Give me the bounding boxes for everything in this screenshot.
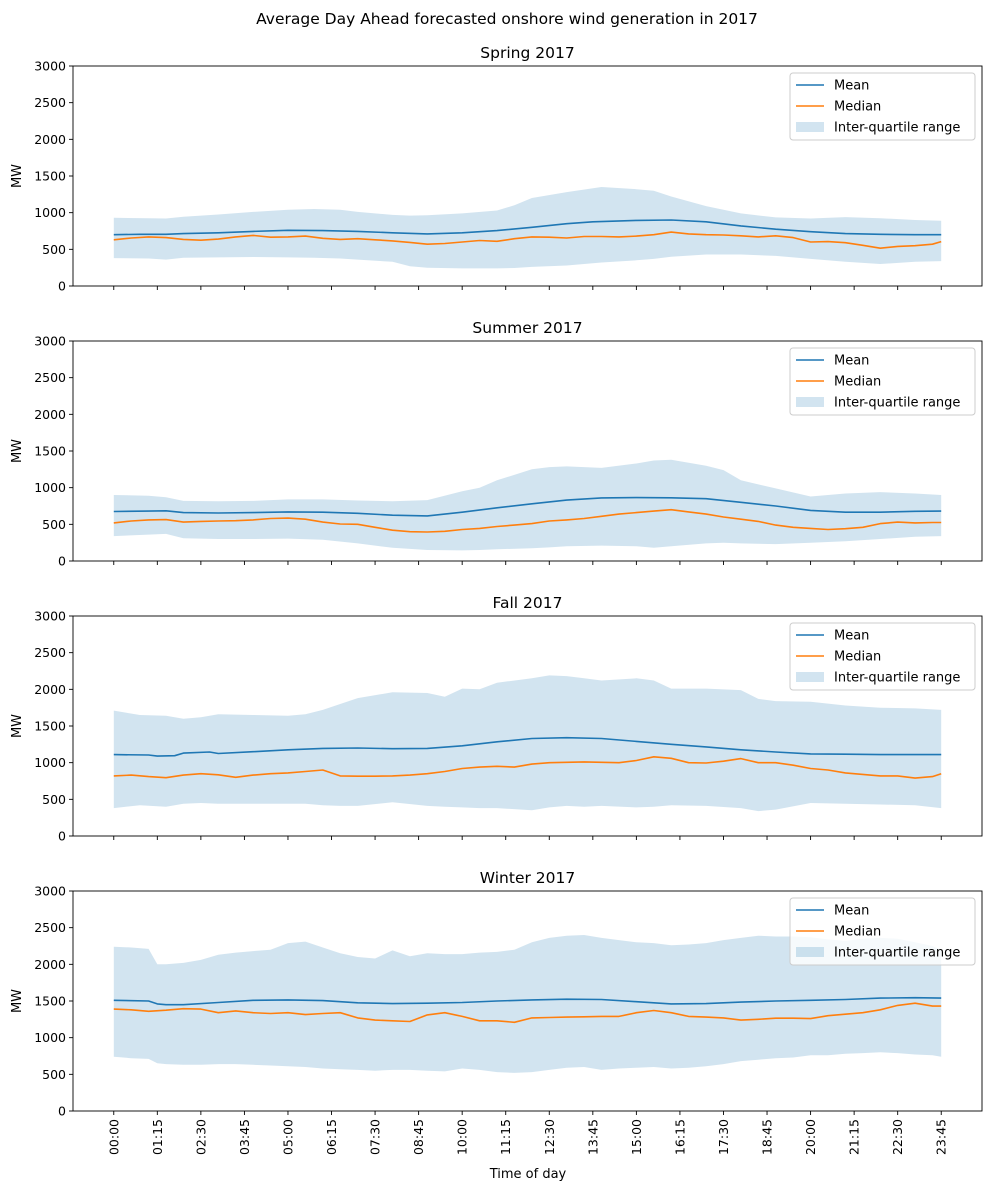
y-tick-label: 1000: [34, 205, 66, 220]
y-tick-label: 3000: [34, 884, 66, 899]
x-tick-label: 23:45: [934, 1119, 949, 1155]
median-line: [113, 231, 942, 249]
y-axis-label: MW: [10, 439, 25, 463]
x-tick-label: 11:15: [498, 1119, 513, 1155]
x-tick-label: 16:15: [672, 1119, 687, 1155]
x-tick-label: 03:45: [237, 1119, 252, 1155]
y-tick-label: 2500: [34, 920, 66, 935]
legend-label: Mean: [834, 904, 869, 919]
y-tick-label: 1500: [34, 444, 66, 459]
legend-label: Median: [834, 100, 881, 115]
x-tick-label: 18:45: [760, 1119, 775, 1155]
legend-label: Mean: [834, 354, 869, 369]
subplot-summer: Summer 2017 MW 0 500 1000 1500 2000 2500 3000 Mea…: [10, 319, 983, 569]
legend: Mean Median Inter-quartile range: [789, 347, 976, 416]
y-axis-label: MW: [10, 714, 25, 738]
y-tick-label: 500: [42, 1067, 66, 1082]
y-tick-label: 2000: [34, 682, 66, 697]
x-tick-label: 05:00: [281, 1119, 296, 1155]
legend-label: Mean: [834, 629, 869, 644]
y-axis-label: MW: [10, 989, 25, 1013]
mean-line: [113, 736, 942, 757]
x-tick-label: 12:30: [542, 1119, 557, 1155]
mean-line: [113, 996, 942, 1006]
median-line: [113, 508, 942, 533]
y-tick-label: 1000: [34, 755, 66, 770]
legend: Mean Median Inter-quartile range: [789, 72, 976, 141]
median-line: [113, 755, 942, 779]
x-tick-label: 13:45: [585, 1119, 600, 1155]
subplot-spring: Spring 2017 MW 0 500 1000 1500 2000 2500 3000 Mea…: [10, 44, 983, 294]
y-tick-label: 1500: [34, 719, 66, 734]
y-tick-label: 2500: [34, 645, 66, 660]
x-tick-label: 00:00: [106, 1119, 121, 1155]
x-tick-label: 17:30: [716, 1119, 731, 1155]
legend-label: Median: [834, 375, 881, 390]
y-tick-label: 1500: [34, 169, 66, 184]
x-axis-label: Time of day: [489, 1167, 567, 1182]
legend-box: [789, 72, 976, 141]
subplots: Spring 2017 MW 0 500 1000 1500 2000 2500 3000 Mea…: [10, 44, 983, 1155]
x-tick-label: 01:15: [150, 1119, 165, 1155]
x-tick-label: 02:30: [193, 1119, 208, 1155]
x-tick-label: 06:15: [324, 1119, 339, 1155]
legend-box: [789, 897, 976, 966]
x-tick-label: 15:00: [629, 1119, 644, 1155]
legend-label: Inter-quartile range: [834, 121, 960, 136]
median-line: [113, 1002, 942, 1024]
y-tick-label: 0: [58, 829, 66, 844]
y-tick-label: 3000: [34, 59, 66, 74]
y-tick-label: 500: [42, 792, 66, 807]
y-tick-label: 2000: [34, 957, 66, 972]
subplot-winter: Winter 2017 MW 0 500 1000 1500 2000 2500 3000 00:…: [10, 869, 983, 1155]
y-tick-label: 500: [42, 242, 66, 257]
legend-label: Median: [834, 925, 881, 940]
y-tick-label: 1000: [34, 480, 66, 495]
y-tick-label: 0: [58, 554, 66, 569]
legend-label: Inter-quartile range: [834, 671, 960, 686]
legend: Mean Median Inter-quartile range: [789, 897, 976, 966]
legend-swatch-iqr: [796, 947, 824, 957]
legend-box: [789, 347, 976, 416]
legend-label: Median: [834, 650, 881, 665]
iqr-band: [113, 935, 942, 1073]
mean-line: [113, 496, 942, 517]
y-tick-label: 1500: [34, 994, 66, 1009]
legend-box: [789, 622, 976, 691]
y-tick-label: 2500: [34, 95, 66, 110]
x-tick-label: 10:00: [455, 1119, 470, 1155]
legend-swatch-iqr: [796, 122, 824, 132]
iqr-band: [113, 675, 942, 812]
y-tick-label: 3000: [34, 334, 66, 349]
mean-line: [113, 219, 942, 236]
y-tick-label: 0: [58, 279, 66, 294]
x-tick-label: 21:15: [847, 1119, 862, 1155]
figure-suptitle: Average Day Ahead forecasted onshore win…: [256, 10, 758, 28]
legend-swatch-iqr: [796, 672, 824, 682]
x-tick-label: 07:30: [368, 1119, 383, 1155]
subplot-title: Spring 2017: [480, 44, 574, 62]
x-tick-label: 20:00: [803, 1119, 818, 1155]
y-tick-label: 500: [42, 517, 66, 532]
x-tick-label: 08:45: [411, 1119, 426, 1155]
y-tick-label: 0: [58, 1104, 66, 1119]
legend-label: Mean: [834, 79, 869, 94]
subplot-title: Summer 2017: [472, 319, 582, 337]
legend: Mean Median Inter-quartile range: [789, 622, 976, 691]
subplot-title: Fall 2017: [493, 594, 563, 612]
y-axis-label: MW: [10, 164, 25, 188]
legend-label: Inter-quartile range: [834, 946, 960, 961]
legend-swatch-iqr: [796, 397, 824, 407]
x-tick-label: 22:30: [890, 1119, 905, 1155]
subplot-title: Winter 2017: [480, 869, 575, 887]
y-tick-label: 3000: [34, 609, 66, 624]
y-tick-label: 2000: [34, 407, 66, 422]
y-tick-label: 2500: [34, 370, 66, 385]
legend-label: Inter-quartile range: [834, 396, 960, 411]
subplot-fall: Fall 2017MW050010001500200025003000MeanM…: [10, 594, 983, 844]
y-tick-label: 1000: [34, 1030, 66, 1045]
y-tick-label: 2000: [34, 132, 66, 147]
